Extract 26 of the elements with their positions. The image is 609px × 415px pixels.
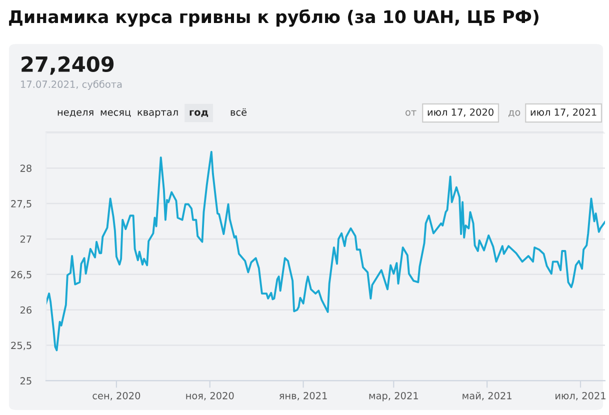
line-series	[46, 150, 605, 352]
x-tick-label: май, 2021	[462, 392, 512, 400]
text: до	[508, 110, 520, 118]
x-tick-label: мар, 2021	[369, 392, 418, 402]
text: от	[406, 110, 416, 116]
y-tick-label: 27	[20, 235, 32, 243]
text: июл 17, 2021	[530, 108, 596, 117]
y-tick-label: 26	[20, 306, 32, 314]
text: 17.07.2021, суббота	[21, 80, 122, 90]
x-tick-label: янв, 2021	[279, 392, 327, 400]
y-tick-label: 28	[20, 164, 32, 172]
text: месяц	[100, 110, 131, 118]
x-tick-label: сен, 2020	[92, 392, 140, 400]
y-tick-label: 27,5	[11, 200, 32, 208]
text: всё	[230, 108, 247, 116]
text: неделя	[58, 110, 94, 118]
y-tick-label: 25,5	[11, 342, 32, 350]
chart-title: Динамика курса гривны к рублю (за 10 UAH, ЦБ РФ)	[9, 9, 538, 27]
y-tick-label: 26,5	[11, 270, 32, 280]
text: квартал	[138, 110, 178, 118]
text: 27,2409	[22, 56, 114, 75]
y-tick-label: 25	[20, 377, 32, 385]
x-tick-label: ноя, 2020	[186, 392, 234, 400]
text: год	[190, 110, 208, 118]
text: июл 17, 2020	[428, 108, 494, 117]
x-tick-label: июл, 2021	[556, 392, 606, 400]
